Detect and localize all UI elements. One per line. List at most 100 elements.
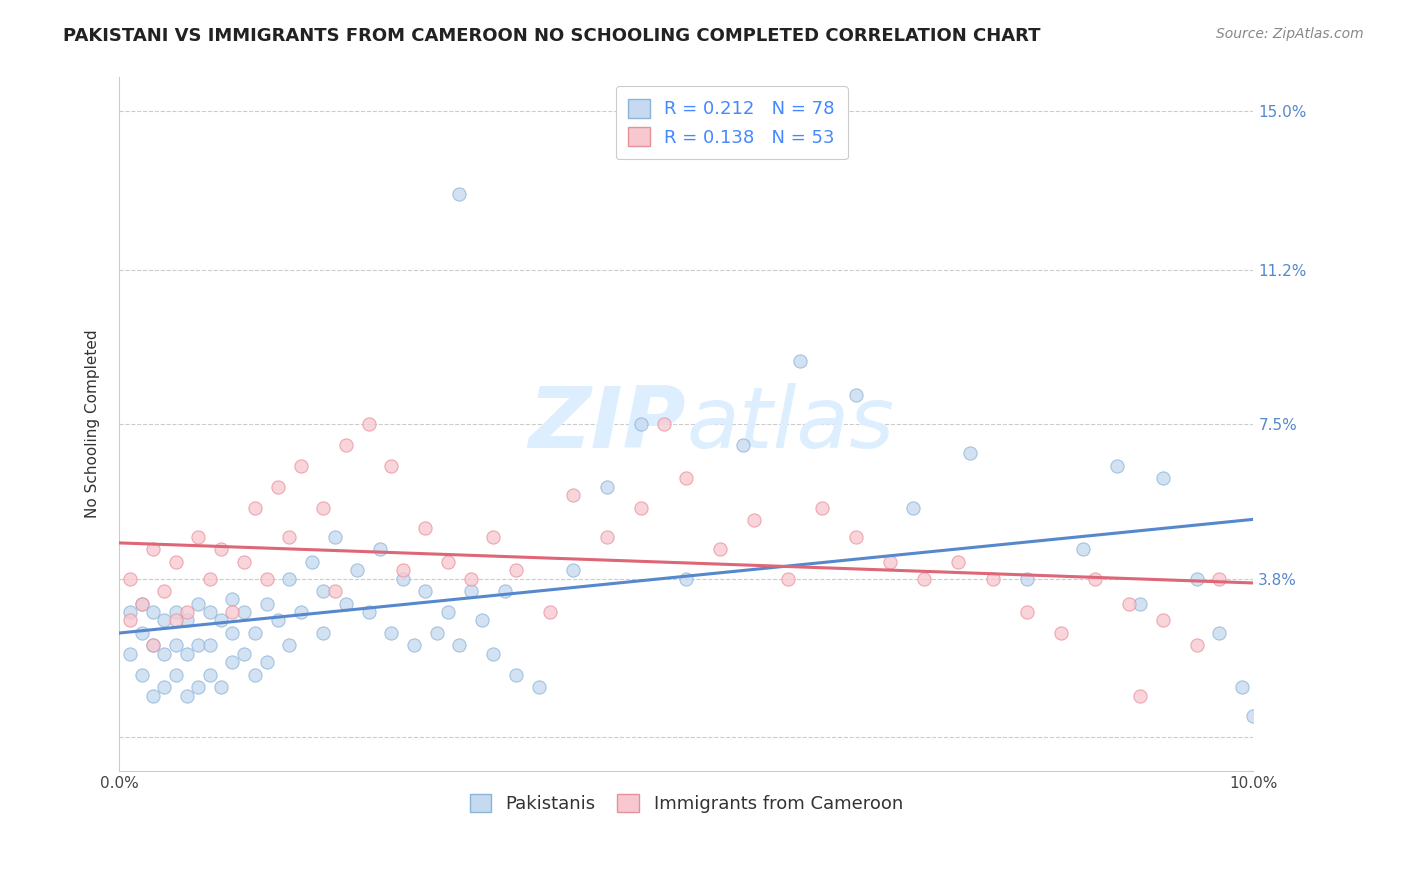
- Point: [1015, 605, 1038, 619]
- Point: [596, 480, 619, 494]
- Point: [153, 647, 176, 661]
- Point: [505, 563, 527, 577]
- Text: Source: ZipAtlas.com: Source: ZipAtlas.com: [1216, 27, 1364, 41]
- Point: [426, 626, 449, 640]
- Point: [312, 584, 335, 599]
- Point: [1185, 639, 1208, 653]
- Point: [912, 572, 935, 586]
- Point: [131, 597, 153, 611]
- Point: [312, 500, 335, 515]
- Point: [1152, 613, 1174, 627]
- Point: [845, 388, 868, 402]
- Point: [256, 597, 278, 611]
- Point: [176, 605, 198, 619]
- Point: [482, 530, 505, 544]
- Point: [142, 542, 165, 557]
- Point: [142, 605, 165, 619]
- Point: [120, 605, 142, 619]
- Point: [131, 626, 153, 640]
- Point: [232, 647, 254, 661]
- Point: [153, 613, 176, 627]
- Point: [391, 572, 413, 586]
- Point: [789, 354, 811, 368]
- Point: [232, 605, 254, 619]
- Point: [120, 647, 142, 661]
- Point: [290, 458, 312, 473]
- Point: [1084, 572, 1107, 586]
- Point: [1015, 572, 1038, 586]
- Point: [198, 572, 221, 586]
- Point: [709, 542, 731, 557]
- Point: [415, 521, 437, 535]
- Point: [209, 680, 232, 694]
- Point: [165, 613, 187, 627]
- Point: [380, 458, 402, 473]
- Point: [120, 613, 142, 627]
- Point: [527, 680, 550, 694]
- Point: [278, 530, 301, 544]
- Point: [187, 639, 209, 653]
- Point: [561, 563, 583, 577]
- Point: [278, 639, 301, 653]
- Point: [176, 647, 198, 661]
- Point: [131, 597, 153, 611]
- Point: [415, 584, 437, 599]
- Point: [357, 417, 380, 431]
- Point: [198, 605, 221, 619]
- Point: [267, 613, 290, 627]
- Text: atlas: atlas: [686, 383, 894, 466]
- Point: [323, 530, 346, 544]
- Point: [981, 572, 1004, 586]
- Point: [198, 667, 221, 681]
- Point: [209, 542, 232, 557]
- Point: [494, 584, 516, 599]
- Point: [391, 563, 413, 577]
- Point: [335, 438, 357, 452]
- Point: [267, 480, 290, 494]
- Point: [460, 572, 482, 586]
- Point: [301, 555, 323, 569]
- Point: [471, 613, 494, 627]
- Legend: Pakistanis, Immigrants from Cameroon: Pakistanis, Immigrants from Cameroon: [458, 783, 914, 824]
- Point: [142, 639, 165, 653]
- Text: ZIP: ZIP: [529, 383, 686, 466]
- Point: [561, 488, 583, 502]
- Point: [187, 597, 209, 611]
- Point: [1241, 709, 1264, 723]
- Text: PAKISTANI VS IMMIGRANTS FROM CAMEROON NO SCHOOLING COMPLETED CORRELATION CHART: PAKISTANI VS IMMIGRANTS FROM CAMEROON NO…: [63, 27, 1040, 45]
- Point: [368, 542, 391, 557]
- Point: [346, 563, 368, 577]
- Point: [1071, 542, 1094, 557]
- Point: [232, 555, 254, 569]
- Point: [879, 555, 901, 569]
- Point: [1118, 597, 1140, 611]
- Point: [505, 667, 527, 681]
- Point: [165, 639, 187, 653]
- Point: [948, 555, 970, 569]
- Point: [1208, 572, 1230, 586]
- Point: [278, 572, 301, 586]
- Point: [176, 613, 198, 627]
- Point: [845, 530, 868, 544]
- Point: [209, 613, 232, 627]
- Point: [221, 655, 243, 669]
- Point: [731, 438, 754, 452]
- Point: [959, 446, 981, 460]
- Point: [312, 626, 335, 640]
- Point: [153, 680, 176, 694]
- Point: [596, 530, 619, 544]
- Point: [290, 605, 312, 619]
- Point: [165, 605, 187, 619]
- Point: [221, 626, 243, 640]
- Point: [742, 513, 765, 527]
- Point: [652, 417, 675, 431]
- Point: [811, 500, 834, 515]
- Point: [1129, 689, 1152, 703]
- Point: [142, 639, 165, 653]
- Point: [778, 572, 800, 586]
- Point: [153, 584, 176, 599]
- Point: [449, 639, 471, 653]
- Point: [120, 572, 142, 586]
- Point: [357, 605, 380, 619]
- Point: [187, 530, 209, 544]
